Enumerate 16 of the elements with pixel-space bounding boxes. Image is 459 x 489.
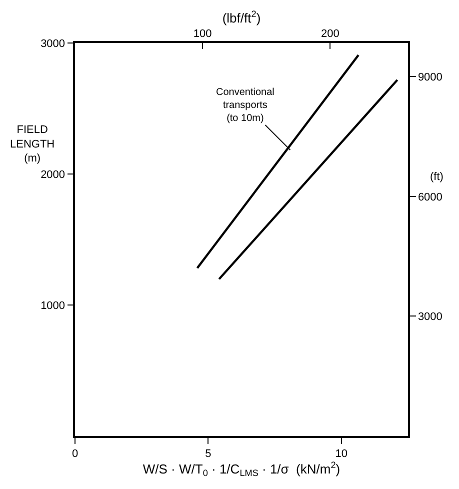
x2-tick-label: 200 (320, 28, 340, 40)
x-tick-label: 10 (335, 448, 348, 460)
annotation: Conventional transports (to 10m) (216, 87, 274, 124)
y2-tick-label: 6000 (418, 191, 442, 204)
y2-axis-title: (ft) (430, 171, 444, 183)
x-tick-label: 0 (72, 448, 78, 460)
y-axis-title: FIELD LENGTH (m) (10, 124, 55, 165)
x2-axis-title: (lbf/ft$^{2}$) (222, 8, 261, 26)
y2-tick-label: 9000 (418, 72, 442, 84)
y-tick-label: 2000 (40, 168, 66, 181)
x2-tick-label: 100 (193, 28, 212, 40)
x-tick-label: 5 (205, 448, 212, 460)
y-tick-label: 1000 (40, 300, 66, 312)
y2-tick-label: 3000 (418, 311, 442, 324)
x-axis-title: W/S · W/T$_{0}$ · 1/C$_{LMS}$ · 1/σ (kN/m$^{2}$) (142, 460, 340, 478)
y-tick-label: 3000 (40, 38, 66, 50)
